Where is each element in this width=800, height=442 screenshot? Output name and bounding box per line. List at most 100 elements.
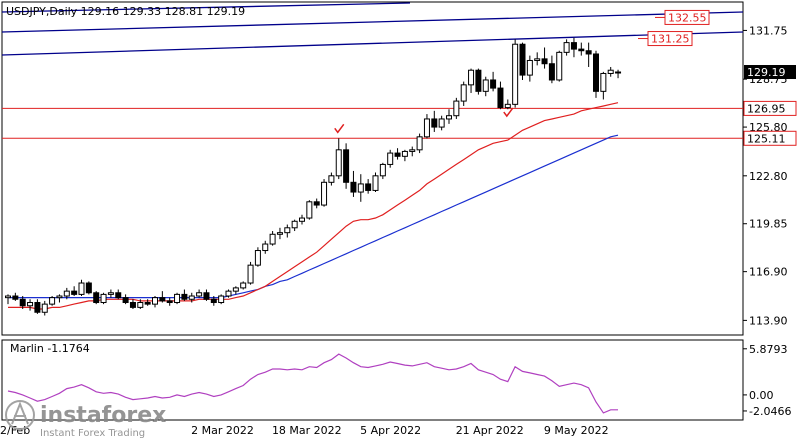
candle-body (416, 136, 423, 151)
candle-body (512, 43, 519, 105)
candle-body (152, 297, 158, 305)
instaforex-logo-icon (5, 400, 35, 430)
candle-body (210, 298, 217, 304)
check-mark-icon (334, 123, 345, 134)
candle-body (41, 303, 48, 313)
level-label-text: 132.55 (668, 11, 707, 24)
y-tick-label: 113.90 (749, 314, 788, 327)
time-axis: 2/Feb 2 Mar 2022 18 Mar 2022 5 Apr 2022 21 A… (0, 424, 609, 437)
candle-body (254, 250, 261, 266)
candle-body (379, 163, 386, 177)
x-tick-label: 21 Apr 2022 (456, 424, 524, 437)
candle-body (570, 42, 577, 50)
candle-body (12, 295, 19, 300)
candle-body (607, 69, 614, 74)
candle-body (357, 183, 364, 193)
check-mark-icon (503, 107, 514, 118)
level-label-box (664, 9, 710, 25)
indicator-panel-frame (1, 339, 744, 421)
candle-body (107, 292, 114, 295)
candle-body (497, 87, 504, 109)
candle-body (291, 220, 298, 229)
candle-body (563, 42, 570, 53)
current-price-label: 129.19 (747, 66, 786, 79)
level-label-text: 131.25 (651, 33, 690, 46)
candle-body (78, 282, 85, 295)
candle-body (122, 297, 129, 304)
x-tick-label: 18 Mar 2022 (272, 424, 342, 437)
candle-body (284, 227, 291, 234)
level-label-box (647, 31, 693, 47)
candle-body (600, 72, 607, 92)
candle-body (313, 201, 320, 206)
y-tick-label: 131.75 (749, 24, 788, 37)
candle-body (27, 302, 34, 307)
candle-body (615, 71, 622, 74)
x-tick-label: 2 Mar 2022 (191, 424, 254, 437)
candle-body (232, 287, 239, 292)
candle-body (34, 302, 41, 313)
main-panel-frame (1, 1, 744, 336)
candle-body (387, 152, 394, 165)
candle-body (475, 69, 482, 92)
level-price-label: 126.95 (747, 102, 786, 115)
candle-body (394, 152, 401, 157)
candle-body (299, 217, 305, 222)
candle-body (409, 149, 416, 152)
candle-body (262, 243, 269, 252)
y-tick-label: 116.90 (749, 266, 788, 279)
candle-body (63, 290, 70, 297)
current-price-tag (744, 65, 796, 80)
candle-body (526, 59, 533, 76)
candle-body (431, 118, 438, 128)
candle-body (438, 118, 445, 128)
candle-body (56, 295, 63, 299)
indicator-y-tick-label: -2.0466 (749, 405, 791, 418)
candle-body (174, 293, 181, 304)
candle-body (181, 293, 188, 300)
candle-body (350, 181, 357, 193)
x-tick-label: 5 Apr 2022 (360, 424, 421, 437)
candle-body (71, 290, 78, 295)
blue-moving-average (8, 134, 619, 299)
indicator-label: Marlin -1.1764 (10, 342, 90, 355)
candle-body (5, 295, 11, 299)
candle-body (166, 300, 173, 304)
candle-body (137, 302, 144, 308)
candle-body (203, 292, 210, 300)
candle-body (372, 175, 379, 191)
candle-body (306, 201, 313, 219)
instaforex-watermark: instaforex Instant Forex Trading (5, 400, 166, 439)
candle-body (468, 69, 475, 86)
candle-body (129, 302, 136, 308)
candle-body (446, 115, 452, 120)
candle-body (335, 149, 342, 177)
candle-body (578, 48, 585, 52)
candle-body (269, 233, 276, 245)
indicator-y-tick-label: 5.8793 (749, 343, 788, 356)
candle-body (247, 264, 254, 284)
candle-body (240, 282, 247, 289)
candle-body (453, 100, 460, 117)
navy-trend-line-upper (1, 11, 744, 33)
candle-body (328, 175, 335, 183)
level-price-label: 125.11 (747, 132, 786, 145)
candle-body (144, 302, 151, 305)
indicator-panel: 5.8793 0.00 -2.0466 (1, 339, 791, 421)
marlin-indicator-line (7, 353, 618, 414)
candle-body (534, 58, 541, 61)
candle-body (423, 118, 430, 138)
candle-body (93, 292, 100, 304)
y-tick-label: 119.85 (749, 218, 788, 231)
candle-body (115, 292, 122, 299)
x-tick-label: 2/Feb (0, 424, 30, 437)
x-tick-label: 9 May 2022 (544, 424, 609, 437)
y-tick-label: 122.80 (749, 170, 788, 183)
candle-body (504, 103, 511, 109)
candle-body (401, 150, 408, 157)
level-price-tag (743, 100, 797, 116)
level-price-tag (743, 130, 797, 146)
candle-body (100, 293, 107, 304)
navy-trend-line-top (1, 2, 411, 13)
